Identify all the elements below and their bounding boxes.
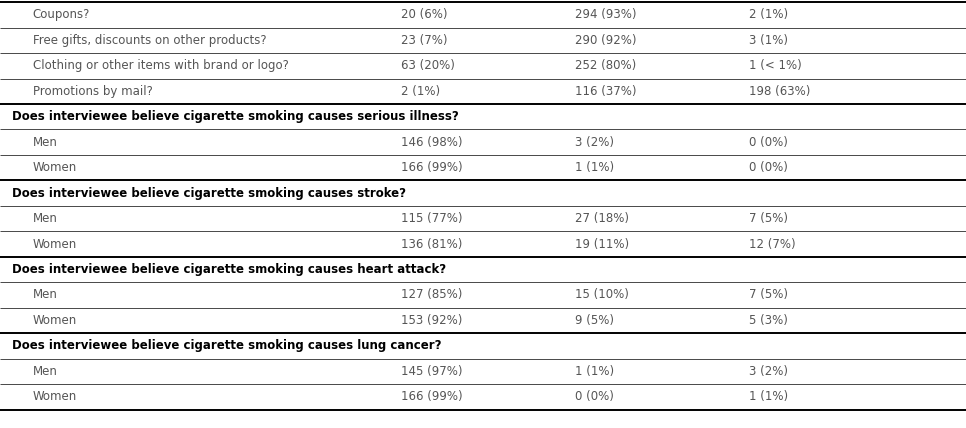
Text: 127 (85%): 127 (85%) [401, 288, 463, 301]
Text: 0 (0%): 0 (0%) [749, 161, 787, 174]
Text: 9 (5%): 9 (5%) [575, 314, 613, 327]
Text: 1 (< 1%): 1 (< 1%) [749, 59, 802, 72]
Text: Men: Men [33, 288, 58, 301]
Text: Coupons?: Coupons? [33, 9, 90, 21]
Text: 7 (5%): 7 (5%) [749, 288, 787, 301]
Text: 115 (77%): 115 (77%) [401, 212, 463, 225]
Text: Does interviewee believe cigarette smoking causes heart attack?: Does interviewee believe cigarette smoki… [12, 263, 445, 276]
Text: Women: Women [33, 161, 77, 174]
Text: 3 (2%): 3 (2%) [575, 136, 613, 149]
Text: 166 (99%): 166 (99%) [401, 161, 463, 174]
Text: 0 (0%): 0 (0%) [749, 136, 787, 149]
Text: 2 (1%): 2 (1%) [749, 9, 788, 21]
Text: 2 (1%): 2 (1%) [401, 85, 440, 98]
Text: 0 (0%): 0 (0%) [575, 390, 613, 403]
Text: Women: Women [33, 238, 77, 250]
Text: 5 (3%): 5 (3%) [749, 314, 787, 327]
Text: 1 (1%): 1 (1%) [749, 390, 788, 403]
Text: Clothing or other items with brand or logo?: Clothing or other items with brand or lo… [33, 59, 289, 72]
Text: 166 (99%): 166 (99%) [401, 390, 463, 403]
Text: 153 (92%): 153 (92%) [401, 314, 463, 327]
Text: 146 (98%): 146 (98%) [401, 136, 463, 149]
Text: Promotions by mail?: Promotions by mail? [33, 85, 153, 98]
Text: Does interviewee believe cigarette smoking causes serious illness?: Does interviewee believe cigarette smoki… [12, 110, 458, 123]
Text: 290 (92%): 290 (92%) [575, 34, 637, 47]
Text: Men: Men [33, 212, 58, 225]
Text: 198 (63%): 198 (63%) [749, 85, 810, 98]
Text: 136 (81%): 136 (81%) [401, 238, 463, 250]
Text: Men: Men [33, 365, 58, 378]
Text: 63 (20%): 63 (20%) [401, 59, 455, 72]
Text: 1 (1%): 1 (1%) [575, 365, 614, 378]
Text: 145 (97%): 145 (97%) [401, 365, 463, 378]
Text: Women: Women [33, 314, 77, 327]
Text: 3 (1%): 3 (1%) [749, 34, 787, 47]
Text: Men: Men [33, 136, 58, 149]
Text: 116 (37%): 116 (37%) [575, 85, 637, 98]
Text: 252 (80%): 252 (80%) [575, 59, 636, 72]
Text: 19 (11%): 19 (11%) [575, 238, 629, 250]
Text: Women: Women [33, 390, 77, 403]
Text: 1 (1%): 1 (1%) [575, 161, 614, 174]
Text: 20 (6%): 20 (6%) [401, 9, 447, 21]
Text: 27 (18%): 27 (18%) [575, 212, 629, 225]
Text: Does interviewee believe cigarette smoking causes lung cancer?: Does interviewee believe cigarette smoki… [12, 339, 441, 352]
Text: 15 (10%): 15 (10%) [575, 288, 629, 301]
Text: Free gifts, discounts on other products?: Free gifts, discounts on other products? [33, 34, 267, 47]
Text: 3 (2%): 3 (2%) [749, 365, 787, 378]
Text: 294 (93%): 294 (93%) [575, 9, 637, 21]
Text: 23 (7%): 23 (7%) [401, 34, 447, 47]
Text: Does interviewee believe cigarette smoking causes stroke?: Does interviewee believe cigarette smoki… [12, 187, 406, 199]
Text: 12 (7%): 12 (7%) [749, 238, 795, 250]
Text: 7 (5%): 7 (5%) [749, 212, 787, 225]
